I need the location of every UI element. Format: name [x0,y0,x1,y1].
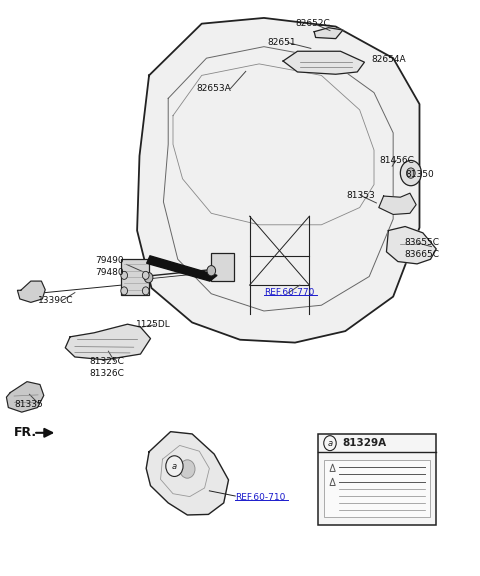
Polygon shape [146,431,228,515]
Circle shape [121,287,128,295]
Circle shape [407,168,415,178]
Text: 79490: 79490 [96,256,124,265]
Polygon shape [65,324,151,360]
Text: 82651: 82651 [268,37,296,47]
Text: 81335: 81335 [14,400,43,409]
Polygon shape [17,281,45,302]
Text: 81350: 81350 [406,170,434,179]
Text: REF.60-710: REF.60-710 [235,492,286,502]
Text: 82654A: 82654A [371,55,406,65]
Circle shape [324,435,336,450]
Circle shape [180,460,195,478]
Circle shape [400,161,421,185]
Polygon shape [379,193,416,214]
Text: REF.60-770: REF.60-770 [264,288,314,297]
Text: 81329A: 81329A [342,438,386,448]
Text: 82652C: 82652C [295,19,330,28]
Text: 79480: 79480 [96,268,124,277]
Circle shape [144,272,153,283]
Text: 1125DL: 1125DL [136,320,170,329]
Text: 81326C: 81326C [89,369,124,377]
Circle shape [143,271,149,279]
Polygon shape [386,226,436,264]
Circle shape [143,287,149,295]
Circle shape [166,456,183,476]
FancyBboxPatch shape [211,253,234,281]
Polygon shape [314,28,343,39]
Text: 81456C: 81456C [380,156,415,165]
Polygon shape [6,382,44,412]
Circle shape [207,266,216,276]
FancyBboxPatch shape [324,460,430,517]
Text: 81325C: 81325C [89,357,124,366]
Text: 1339CC: 1339CC [38,296,73,305]
Text: 81353: 81353 [346,191,375,200]
Polygon shape [137,18,420,343]
Circle shape [121,271,128,279]
Text: a: a [172,461,177,471]
Polygon shape [147,256,217,281]
Text: a: a [327,439,333,448]
Text: 83665C: 83665C [405,250,440,259]
Text: 82653A: 82653A [196,84,231,93]
FancyBboxPatch shape [121,259,149,295]
Polygon shape [283,51,364,74]
Text: FR.: FR. [14,426,37,439]
Text: 83655C: 83655C [405,237,440,247]
FancyBboxPatch shape [318,434,436,525]
